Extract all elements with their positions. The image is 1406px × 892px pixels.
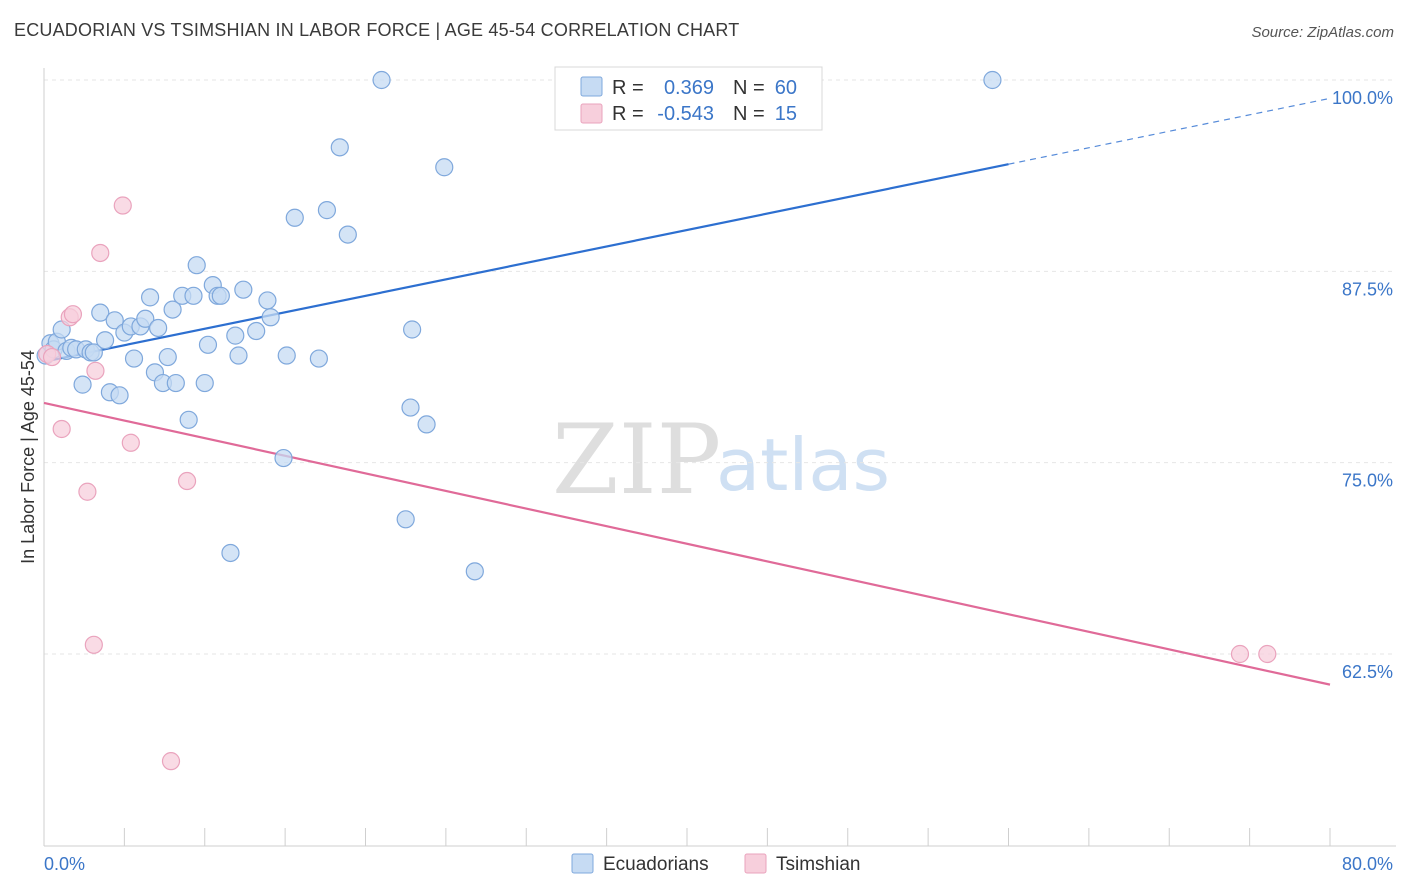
trend-line-tsimshian (43, 401, 1331, 686)
chart-title: ECUADORIAN VS TSIMSHIAN IN LABOR FORCE |… (14, 20, 740, 40)
point-ecuadorians (198, 335, 218, 354)
grid-layer (44, 79, 1396, 655)
point-ecuadorians (396, 510, 415, 529)
y-tick-label: 87.5% (1342, 279, 1393, 299)
legend-n-value-2: 15 (775, 103, 797, 125)
point-tsimshian (113, 196, 132, 215)
point-ecuadorians (247, 321, 266, 341)
point-ecuadorians (330, 138, 349, 157)
point-tsimshian (121, 433, 140, 452)
legend-r-label-1: R = (612, 77, 644, 99)
legend-bottom-label-ecuadorians: Ecuadorians (603, 854, 709, 875)
point-ecuadorians (226, 326, 245, 345)
point-ecuadorians (465, 562, 484, 581)
point-ecuadorians (277, 346, 296, 365)
legend-bottom: Ecuadorians Tsimshian (571, 853, 860, 875)
point-ecuadorians (184, 286, 203, 305)
point-tsimshian (63, 305, 83, 324)
point-ecuadorians (258, 291, 277, 310)
legend-swatch-pink (580, 103, 603, 124)
point-ecuadorians (234, 280, 253, 299)
y-tick-label: 100.0% (1332, 88, 1393, 108)
point-tsimshian (42, 347, 62, 367)
watermark-atlas: atlas (716, 423, 890, 507)
point-ecuadorians (372, 70, 391, 90)
point-ecuadorians (221, 543, 240, 563)
point-ecuadorians (229, 346, 248, 365)
point-ecuadorians (73, 375, 92, 394)
x-tick-label-min: 0.0% (44, 854, 85, 874)
point-ecuadorians (179, 410, 198, 429)
point-ecuadorians (95, 331, 115, 350)
point-ecuadorians (124, 349, 144, 368)
y-tick-labels: 62.5% 75.0% 87.5% 100.0% (1332, 88, 1393, 682)
point-ecuadorians (84, 343, 103, 362)
point-ecuadorians (163, 300, 182, 319)
legend-r-value-1: 0.369 (664, 77, 714, 99)
point-tsimshian (86, 361, 105, 380)
x-tick-marks (43, 828, 1331, 846)
legend-swatch-blue (580, 76, 603, 97)
point-ecuadorians (166, 373, 185, 393)
point-ecuadorians (91, 303, 110, 322)
x-tick-label-max: 80.0% (1342, 854, 1393, 874)
point-ecuadorians (338, 225, 357, 244)
legend-bottom-swatch-tsimshian (744, 853, 767, 874)
point-ecuadorians (401, 398, 420, 417)
point-tsimshian (1258, 644, 1277, 664)
watermark-zip: ZIP (552, 404, 721, 516)
data-points (36, 70, 1277, 771)
legend-r-label-2: R = (612, 103, 644, 125)
y-tick-label: 62.5% (1342, 662, 1393, 682)
point-ecuadorians (285, 208, 304, 227)
point-tsimshian (177, 471, 197, 491)
legend-bottom-label-tsimshian: Tsimshian (776, 854, 860, 875)
point-ecuadorians (140, 288, 160, 307)
trend-line-extension-ecuadorians (1008, 97, 1331, 165)
y-tick-label: 75.0% (1342, 471, 1393, 491)
y-axis-label: In Labor Force | Age 45-54 (18, 350, 38, 564)
legend-bottom-swatch-ecuadorians (571, 853, 594, 874)
point-tsimshian (78, 482, 97, 501)
legend-r-value-2: -0.543 (657, 103, 714, 125)
point-ecuadorians (110, 386, 129, 405)
point-tsimshian (161, 752, 181, 771)
point-ecuadorians (417, 415, 436, 434)
point-ecuadorians (211, 286, 230, 305)
point-ecuadorians (105, 311, 124, 330)
point-ecuadorians (983, 70, 1002, 90)
point-ecuadorians (195, 373, 214, 393)
point-ecuadorians (435, 158, 454, 177)
legend-n-label-2: N = (733, 103, 765, 125)
source-credit: Source: ZipAtlas.com (1251, 24, 1394, 41)
point-ecuadorians (309, 349, 328, 368)
point-ecuadorians (261, 308, 280, 327)
point-ecuadorians (317, 201, 337, 220)
legend-n-label-1: N = (733, 77, 765, 99)
point-ecuadorians (136, 309, 155, 328)
point-tsimshian (1230, 644, 1250, 664)
point-ecuadorians (149, 318, 168, 338)
point-ecuadorians (158, 347, 177, 367)
trend-lines (43, 97, 1331, 686)
legend-n-value-1: 60 (775, 77, 797, 99)
legend-top: R = 0.369 N = 60 R = -0.543 N = 15 (554, 66, 823, 131)
point-tsimshian (91, 243, 110, 263)
point-ecuadorians (403, 320, 422, 339)
point-ecuadorians (187, 256, 206, 275)
point-tsimshian (52, 419, 71, 439)
trend-line-ecuadorians (43, 163, 1009, 363)
point-tsimshian (84, 635, 103, 654)
point-ecuadorians (274, 448, 293, 468)
